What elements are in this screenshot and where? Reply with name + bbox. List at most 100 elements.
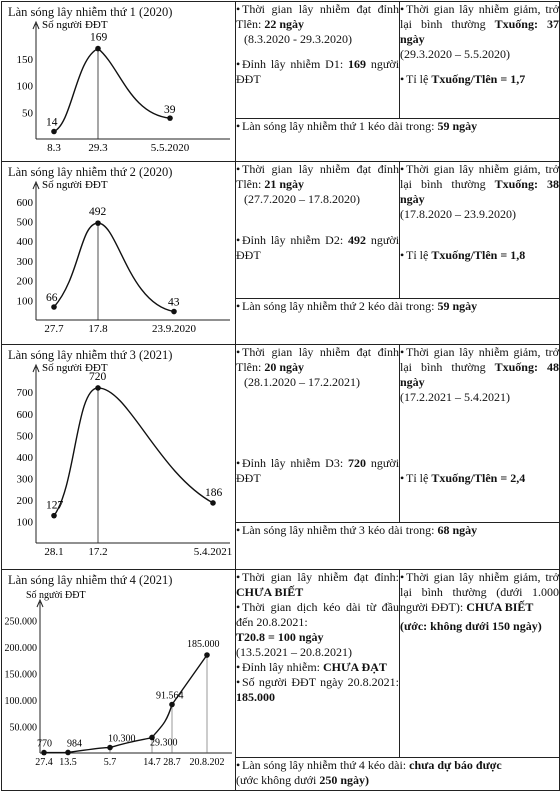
wave-2-decline-value: Txuống: 38 ngày	[400, 177, 559, 206]
wave-1-decline-range: (29.3.2020 – 5.5.2020)	[400, 47, 510, 61]
y-tick-label: 300	[17, 256, 34, 268]
x-tick-label: 5.5.2020	[151, 142, 190, 154]
wave-3-summary: Làn sóng lây nhiễm thứ 3 kéo dài trong: …	[235, 522, 560, 570]
x-tick-label: 27.7	[44, 323, 64, 335]
data-point	[167, 115, 173, 121]
wave-3-time-to-peak-range: (28.1.2020 – 17.2.2021)	[244, 375, 360, 389]
data-point	[95, 45, 101, 52]
y-tick-label: 200	[17, 495, 34, 507]
wave-2-decline-cell: Thời gian lây nhiễm giảm, trở lại bình t…	[399, 161, 560, 299]
data-label: 39	[164, 104, 176, 116]
x-tick-label: 27.4	[35, 757, 53, 768]
wave-2-decline-label: Thời gian lây nhiễm giảm, trở lại bình t…	[400, 162, 559, 191]
wave-1-decline-value: Txuống: 37 ngày	[400, 17, 559, 46]
x-tick-label: 14.7	[143, 757, 161, 768]
wave-4-peak-label: Đỉnh lây nhiễm:	[242, 660, 320, 674]
y-tick-label: 300	[17, 473, 34, 485]
x-tick-label: 17.2	[88, 546, 107, 558]
wave-3-time-to-peak-value: 20 ngày	[264, 360, 305, 374]
data-label: 127	[46, 500, 64, 512]
data-point	[41, 749, 47, 756]
y-tick-label: 100	[17, 516, 34, 528]
data-point	[51, 128, 57, 135]
wave-2-chart-cell: Làn sóng lây nhiễm thứ 2 (2020) Số người…	[1, 161, 236, 345]
wave-3-time-to-peak-label: Thời gian lây nhiễm đạt đỉnh Tlên:	[236, 345, 399, 374]
wave-3-peak-value: 720	[348, 456, 366, 470]
data-label: 492	[89, 206, 107, 218]
data-label: 10.300	[108, 734, 136, 745]
wave-3-decline-value: Txuống: 48 ngày	[400, 360, 559, 389]
data-point	[169, 701, 175, 708]
y-axis-label: Số người ĐĐT	[42, 19, 108, 31]
y-tick-label: 250.000	[5, 617, 38, 628]
y-axis-label: Số người ĐĐT	[42, 362, 108, 374]
x-tick-label: 5.7	[104, 757, 117, 768]
data-label: 984	[67, 738, 82, 749]
wave-3-ratio-label: Tỉ lệ	[406, 471, 429, 485]
data-point	[210, 500, 216, 506]
y-tick-label: 150	[17, 54, 34, 66]
wave-4-decline-value: CHƯA BIẾT	[466, 600, 534, 614]
wave-2-title: Làn sóng lây nhiễm thứ 2 (2020)	[8, 165, 173, 179]
wave-2-peak-label: Đỉnh lây nhiễm D2:	[242, 233, 344, 247]
x-tick-label: 28.1	[44, 546, 63, 558]
wave-2-summary-value: 59 ngày	[437, 299, 478, 313]
wave-3-peak-label: Đỉnh lây nhiễm D3:	[242, 456, 344, 470]
wave-2-ratio-value: Txuống/Tlên = 1,8	[431, 248, 526, 262]
wave-1-time-to-peak-range: (8.3.2020 - 29.3.2020)	[244, 32, 352, 46]
wave-1-decline-cell: Thời gian lây nhiễm giảm, trở lại bình t…	[399, 1, 560, 119]
wave-4-summary-value: chưa dự báo được	[409, 758, 502, 772]
wave-4-cases-value: 185.000	[236, 690, 275, 704]
series-line	[53, 47, 171, 133]
wave-2-summary-label: Làn sóng lây nhiễm thứ 2 kéo dài trong:	[242, 299, 435, 313]
data-point	[149, 734, 155, 741]
x-tick-label: 8.3	[47, 142, 61, 154]
x-tick-label: 17.8	[88, 323, 108, 335]
wave-1-summary-label: Làn sóng lây nhiễm thứ 1 kéo dài trong:	[242, 119, 435, 133]
data-label: 185.000	[187, 639, 220, 650]
wave-3-decline-label: Thời gian lây nhiễm giảm, trở lại bình t…	[400, 345, 559, 374]
wave-3-decline-cell: Thời gian lây nhiễm giảm, trở lại bình t…	[399, 344, 560, 523]
wave-2-summary: Làn sóng lây nhiễm thứ 2 kéo dài trong: …	[235, 298, 560, 345]
series-line	[53, 222, 175, 313]
y-axis-arrow-icon	[32, 363, 40, 373]
y-tick-label: 100	[17, 81, 34, 93]
data-point	[51, 512, 57, 519]
y-tick-label: 400	[17, 452, 34, 464]
series-line	[43, 654, 208, 754]
x-tick-label: 29.3	[88, 142, 108, 154]
data-point	[204, 652, 210, 658]
y-tick-label: 50.000	[10, 723, 38, 734]
wave-3-summary-value: 68 ngày	[437, 523, 478, 537]
data-label: 186	[205, 487, 223, 499]
wave-2-ratio-label: Tỉ lệ	[406, 248, 429, 262]
y-tick-label: 100	[17, 295, 34, 307]
wave-2-chart: Số người ĐĐT 100 200 300 400 500 600 66 492 43 27.…	[17, 179, 230, 335]
y-tick-label: 400	[17, 236, 34, 248]
wave-4-summary-estimate-value: 250 ngày)	[319, 773, 370, 787]
x-tick-label: 13.5	[59, 757, 77, 768]
y-tick-label: 200.000	[5, 643, 38, 654]
data-point	[95, 385, 101, 391]
wave-2-rise-cell: Thời gian lây nhiễm đạt đỉnh Tlên: 21 ng…	[235, 161, 400, 299]
wave-4-cases-label: Số người ĐĐT ngày 20.8.2021:	[242, 675, 399, 689]
y-axis-arrow-icon	[32, 20, 40, 30]
wave-2-peak-unit: người ĐĐT	[236, 233, 400, 262]
wave-4-time-to-peak-label: Thời gian lây nhiễm đạt đỉnh:	[242, 570, 399, 584]
data-label: 43	[168, 297, 180, 309]
wave-1-peak-unit: người ĐĐT	[236, 57, 400, 86]
wave-4-summary-estimate-prefix: (ước không dưới	[236, 773, 317, 787]
x-tick-label: 23.9.2020	[152, 323, 197, 335]
wave-1-time-to-peak-label: Thời gian lây nhiễm đạt đỉnh Tlên:	[236, 2, 399, 31]
y-axis-arrow-icon	[36, 598, 44, 608]
wave-4-time-to-peak-value: CHƯA BIẾT	[236, 585, 304, 599]
y-tick-label: 700	[17, 387, 34, 399]
data-label: 66	[46, 292, 58, 304]
y-tick-label: 600	[17, 409, 34, 421]
wave-4-chart: Số người ĐĐT 50.000 100.000 150.000 200.000 2…	[5, 590, 232, 768]
y-tick-label: 200	[17, 276, 34, 288]
wave-4-rise-cell: Thời gian lây nhiễm đạt đỉnh: CHƯA BIẾT …	[235, 569, 400, 758]
wave-1-summary: Làn sóng lây nhiễm thứ 1 kéo dài trong: …	[235, 118, 560, 162]
y-axis-label: Số người ĐĐT	[42, 179, 108, 191]
y-tick-label: 600	[17, 197, 34, 209]
